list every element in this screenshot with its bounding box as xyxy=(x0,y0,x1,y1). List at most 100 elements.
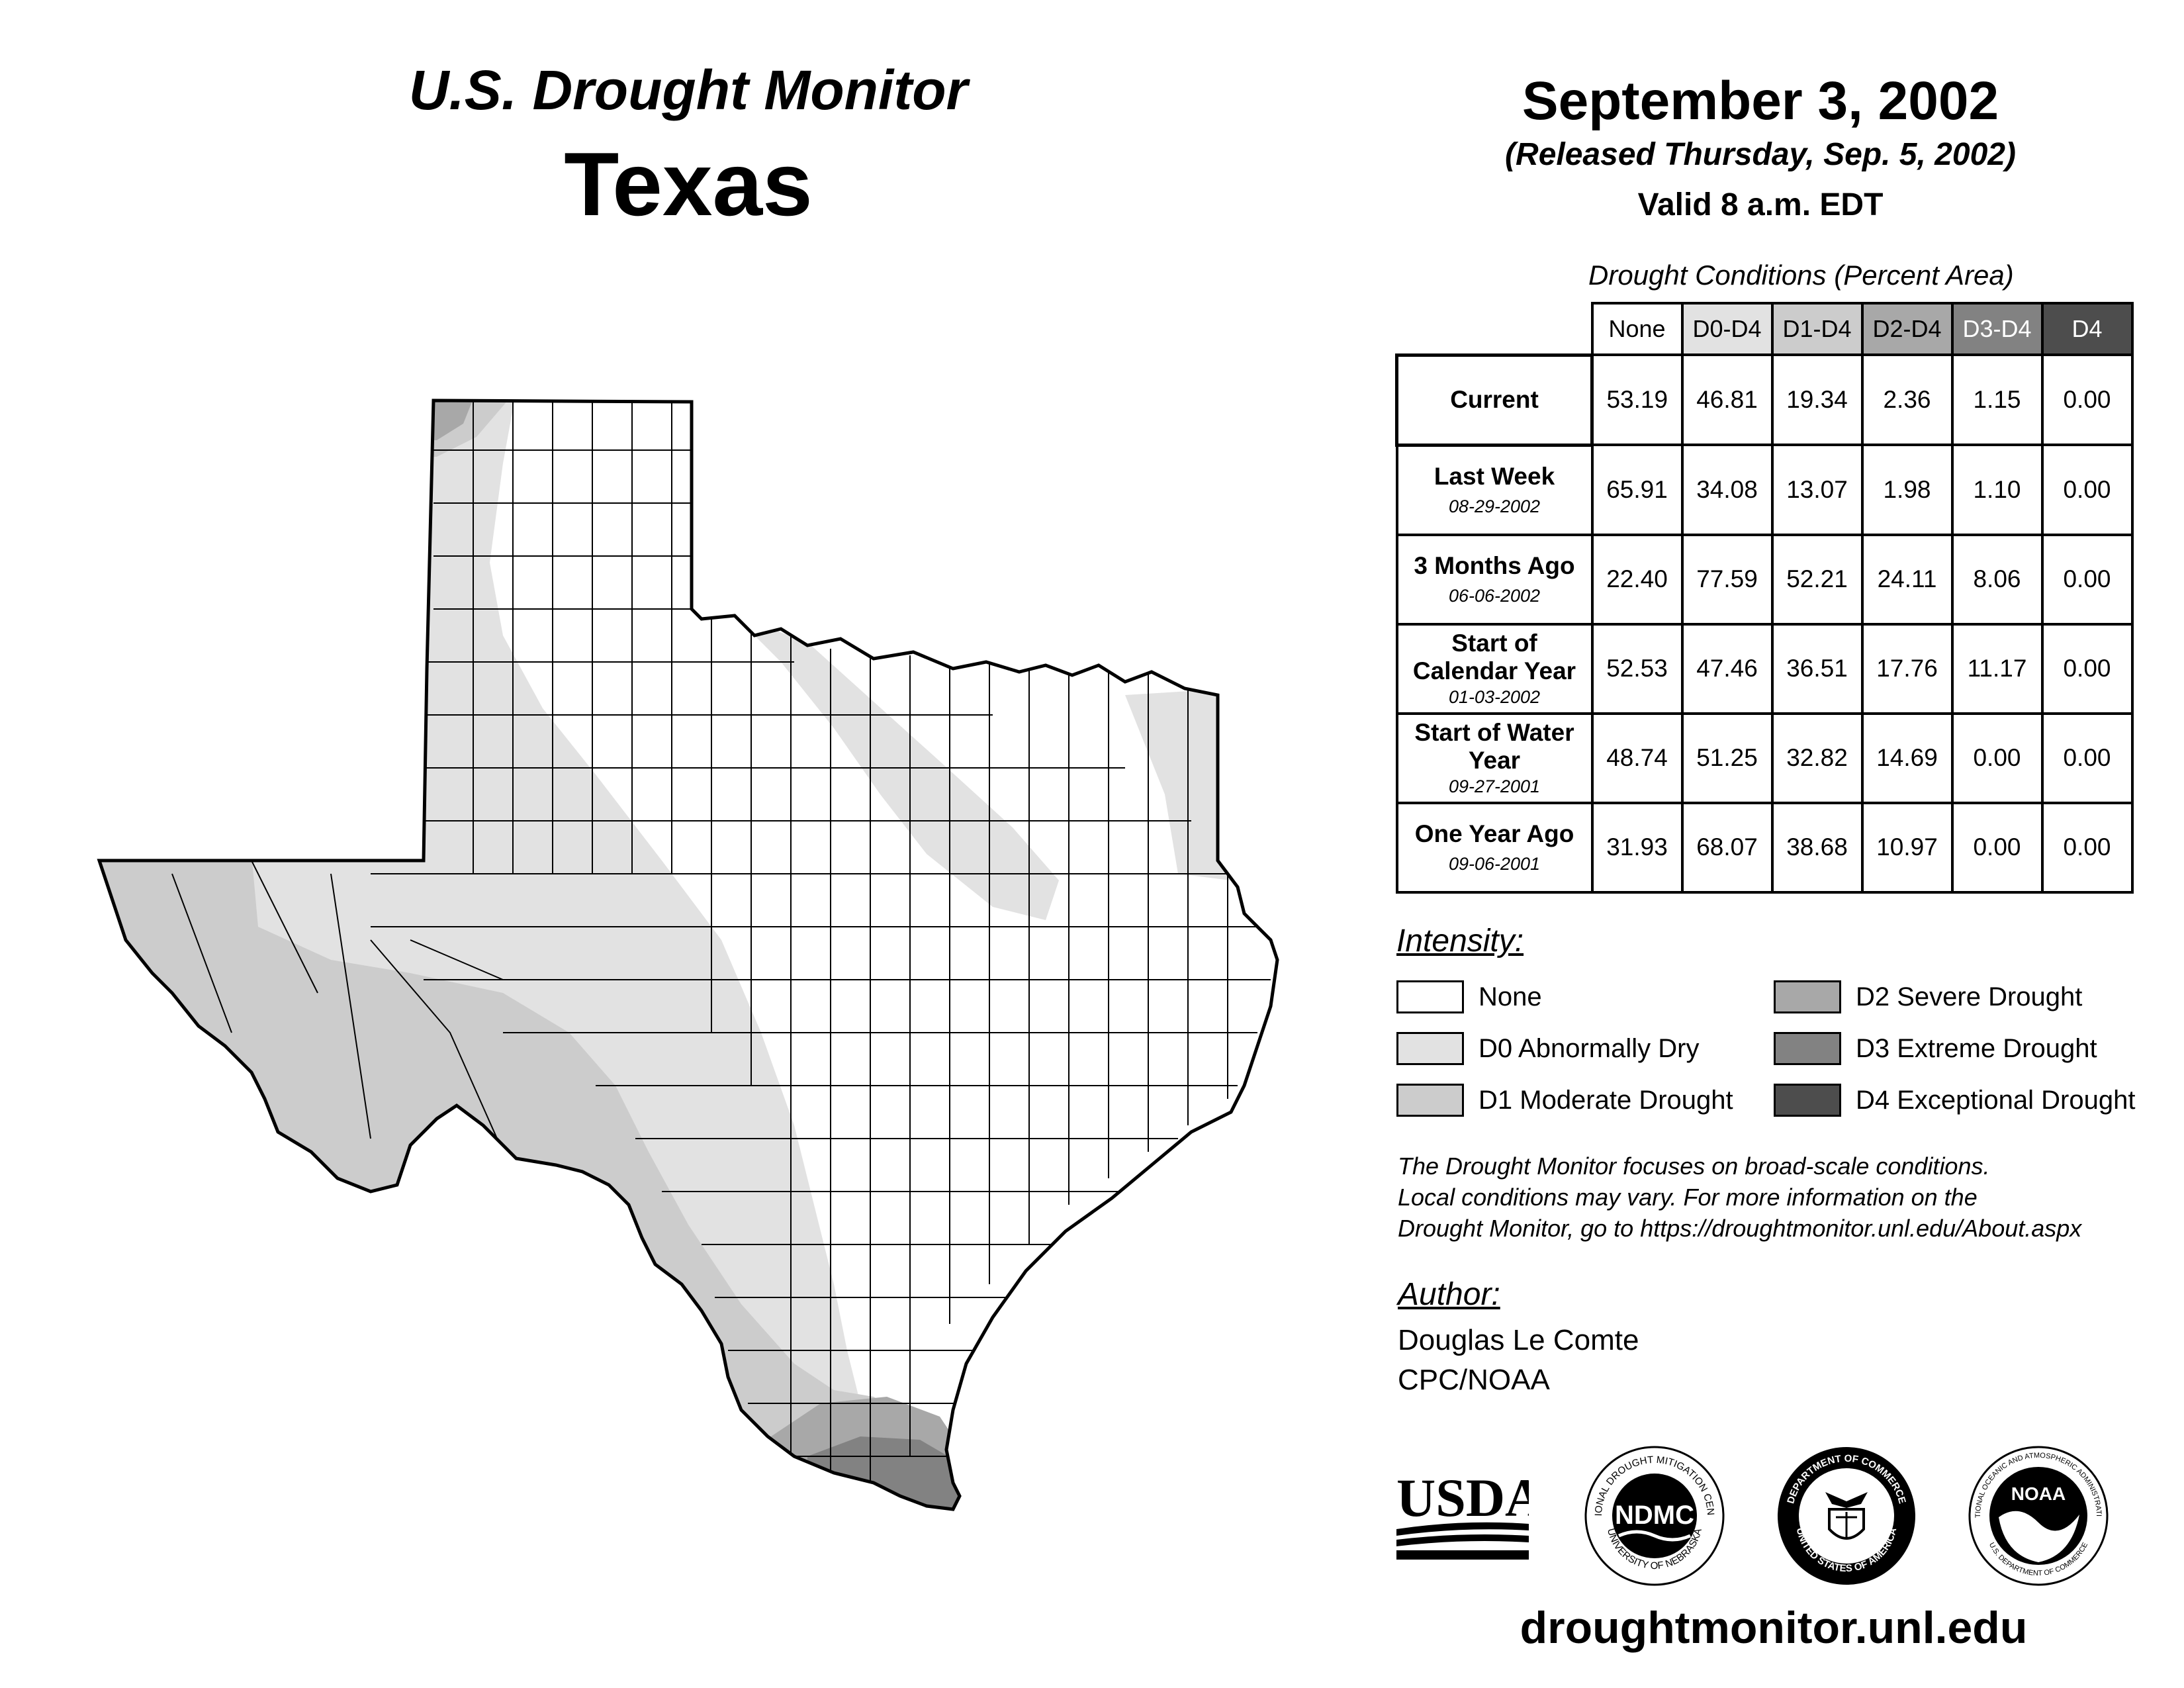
drought-conditions-table: None D0-D4 D1-D4 D2-D4 D3-D4 D4 Current … xyxy=(1395,302,2134,894)
row-label-date: 09-06-2001 xyxy=(1448,853,1541,874)
legend-label: None xyxy=(1479,982,1542,1011)
legend-label: D0 Abnormally Dry xyxy=(1479,1033,1700,1063)
table-cell: 0.00 xyxy=(2040,801,2134,894)
table-row-start-of-calendar-year: Start of Calendar Year 01-03-2002 52.53 4… xyxy=(1395,622,2134,715)
disclaimer-text: The Drought Monitor focuses on broad-sca… xyxy=(1398,1150,2179,1244)
table-row-3-months-ago: 3 Months Ago 06-06-2002 22.40 77.59 52.21… xyxy=(1395,533,2134,626)
map-state-title: Texas xyxy=(564,134,813,234)
legend-label: D4 Exceptional Drought xyxy=(1856,1085,2136,1115)
row-label-start-of-calendar-year: Start of Calendar Year 01-03-2002 xyxy=(1395,622,1594,715)
valid-time: Valid 8 a.m. EDT xyxy=(1637,187,1884,222)
table-cell: 38.68 xyxy=(1770,801,1864,894)
table-cell: 0.00 xyxy=(2040,444,2134,536)
table-row-start-of-water-year: Start of Water Year 09-27-2001 48.74 51.2… xyxy=(1395,712,2134,804)
table-cell: 13.07 xyxy=(1770,444,1864,536)
table-cell: 0.00 xyxy=(1950,712,2044,804)
disclaimer-line: Local conditions may vary. For more info… xyxy=(1398,1184,1978,1211)
row-label-date: 06-06-2002 xyxy=(1448,585,1541,606)
table-cell: 0.00 xyxy=(2040,712,2134,804)
legend-label: D3 Extreme Drought xyxy=(1856,1033,2097,1063)
author-organization: CPC/NOAA xyxy=(1398,1364,1550,1396)
legend-item-d4: D4 Exceptional Drought xyxy=(1774,1082,2135,1119)
intensity-legend-title: Intensity: xyxy=(1396,923,1524,959)
table-cell: 22.40 xyxy=(1590,533,1684,626)
legend-swatch xyxy=(1396,980,1464,1013)
table-cell: 0.00 xyxy=(1950,801,2044,894)
table-cell: 1.10 xyxy=(1950,444,2044,536)
table-cell: 68.07 xyxy=(1680,801,1774,894)
table-cell: 46.81 xyxy=(1680,353,1774,446)
noaa-logo: NATIONAL OCEANIC AND ATMOSPHERIC ADMINIS… xyxy=(1966,1443,2109,1586)
drought-shading xyxy=(99,400,1277,1509)
table-cell: 0.00 xyxy=(2040,622,2134,715)
row-label-start-of-water-year: Start of Water Year 09-27-2001 xyxy=(1395,712,1594,804)
legend-item-d2: D2 Severe Drought xyxy=(1774,978,2082,1015)
map-program-title: U.S. Drought Monitor xyxy=(408,59,968,121)
disclaimer-line: The Drought Monitor focuses on broad-sca… xyxy=(1398,1152,1990,1180)
texas-outline xyxy=(97,399,1279,1511)
usda-logo-text: USDA xyxy=(1396,1468,1529,1528)
row-label-text: Current xyxy=(1450,385,1539,413)
table-cell: 65.91 xyxy=(1590,444,1684,536)
table-cell: 52.53 xyxy=(1590,622,1684,715)
col-header-d4: D4 xyxy=(2040,302,2134,356)
noaa-logo-text: NOAA xyxy=(2011,1483,2066,1504)
d0-east-area xyxy=(1125,688,1231,880)
table-cell: 10.97 xyxy=(1860,801,1954,894)
col-header-none: None xyxy=(1590,302,1684,356)
row-label-text: One Year Ago xyxy=(1414,820,1574,848)
map-date: September 3, 2002 xyxy=(1522,71,1999,131)
row-label-text: Last Week xyxy=(1433,463,1555,491)
row-label-text: 3 Months Ago xyxy=(1414,552,1575,580)
legend-item-none: None xyxy=(1396,978,1542,1015)
table-cell: 14.69 xyxy=(1860,712,1954,804)
table-cell: 52.21 xyxy=(1770,533,1864,626)
row-label-date: 01-03-2002 xyxy=(1448,687,1541,708)
row-label-text: Start of Calendar Year xyxy=(1412,629,1576,685)
table-row-last-week: Last Week 08-29-2002 65.91 34.08 13.07 1.… xyxy=(1395,444,2134,536)
col-header-d0-d4: D0-D4 xyxy=(1680,302,1774,356)
table-cell: 17.76 xyxy=(1860,622,1954,715)
row-label-text: Start of Water Year xyxy=(1414,718,1574,774)
table-cell: 1.98 xyxy=(1860,444,1954,536)
table-cell: 32.82 xyxy=(1770,712,1864,804)
table-corner-cell xyxy=(1396,303,1594,356)
table-cell: 0.00 xyxy=(2040,533,2134,626)
table-row-current: Current 53.19 46.81 19.34 2.36 1.15 0.00 xyxy=(1395,353,2134,447)
table-row-one-year-ago: One Year Ago 09-06-2001 31.93 68.07 38.68… xyxy=(1395,801,2134,894)
legend-label: D1 Moderate Drought xyxy=(1479,1085,1733,1115)
legend-item-d1: D1 Moderate Drought xyxy=(1396,1082,1733,1119)
table-cell: 77.59 xyxy=(1680,533,1774,626)
row-label-date: 09-27-2001 xyxy=(1448,776,1541,797)
table-cell: 53.19 xyxy=(1590,353,1684,446)
table-cell: 0.00 xyxy=(2040,353,2134,446)
table-cell: 8.06 xyxy=(1950,533,2044,626)
col-header-d3-d4: D3-D4 xyxy=(1950,302,2044,356)
legend-swatch xyxy=(1396,1032,1464,1065)
texas-drought-map xyxy=(97,399,1279,1511)
department-of-commerce-seal: DEPARTMENT OF COMMERCE UNITED STATES OF … xyxy=(1778,1447,1915,1585)
release-date: (Released Thursday, Sep. 5, 2002) xyxy=(1505,137,2016,172)
legend-item-d3: D3 Extreme Drought xyxy=(1774,1030,2097,1067)
table-cell: 34.08 xyxy=(1680,444,1774,536)
ndmc-logo-text: NDMC xyxy=(1615,1501,1694,1530)
usda-logo: USDA xyxy=(1396,1468,1529,1560)
legend-item-d0: D0 Abnormally Dry xyxy=(1396,1030,1699,1067)
col-header-d2-d4: D2-D4 xyxy=(1860,302,1954,356)
table-cell: 24.11 xyxy=(1860,533,1954,626)
row-label-last-week: Last Week 08-29-2002 xyxy=(1395,444,1594,536)
table-cell: 31.93 xyxy=(1590,801,1684,894)
legend-label: D2 Severe Drought xyxy=(1856,982,2083,1011)
legend-swatch xyxy=(1396,1084,1464,1117)
row-label-date: 08-29-2002 xyxy=(1448,496,1541,516)
legend-swatch xyxy=(1774,1032,1841,1065)
row-label-current: Current xyxy=(1395,353,1594,447)
table-cell: 36.51 xyxy=(1770,622,1864,715)
county-lines xyxy=(171,400,1271,1496)
table-cell: 19.34 xyxy=(1770,353,1864,446)
legend-swatch xyxy=(1774,980,1841,1013)
table-cell: 48.74 xyxy=(1590,712,1684,804)
table-cell: 1.15 xyxy=(1950,353,2044,446)
author-title: Author: xyxy=(1398,1277,1500,1312)
table-header-row: None D0-D4 D1-D4 D2-D4 D3-D4 D4 xyxy=(1396,302,2134,356)
